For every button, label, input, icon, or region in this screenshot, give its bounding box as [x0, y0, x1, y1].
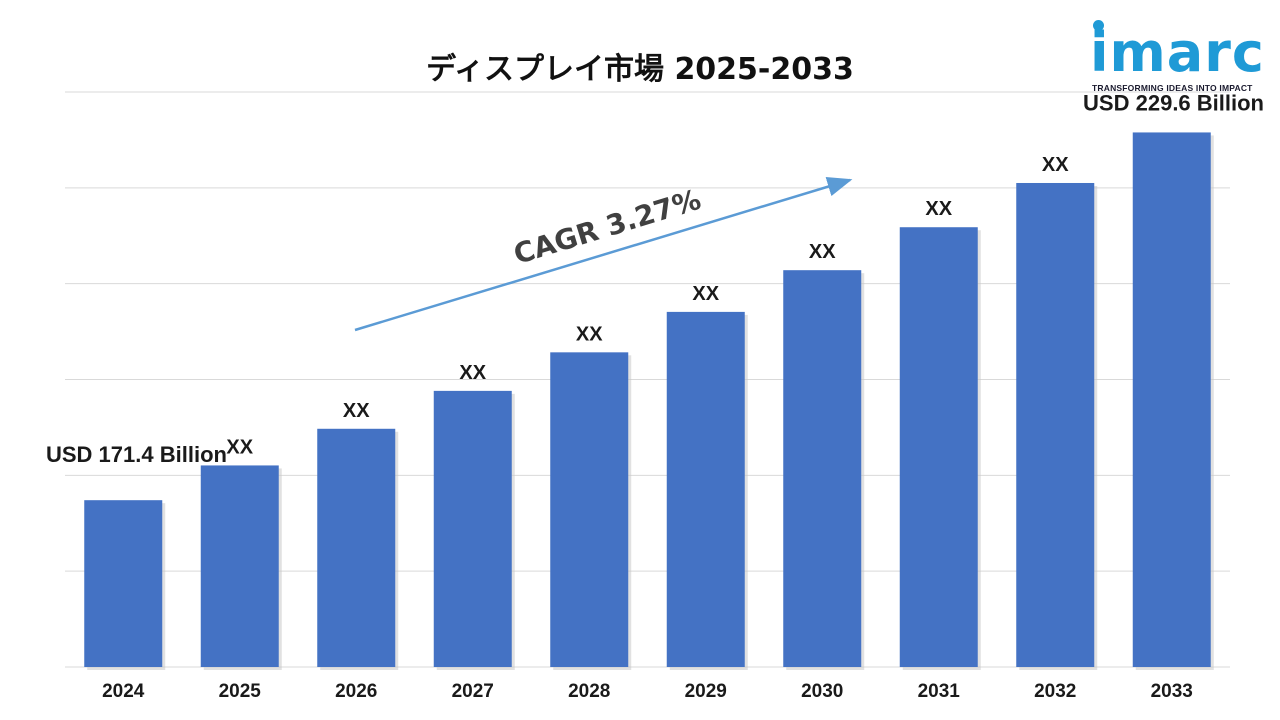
- x-tick-label: 2030: [801, 681, 843, 702]
- bar-2033: [1132, 132, 1211, 667]
- cagr-label: CAGR 3.27%: [510, 183, 705, 271]
- data-label: XX: [1042, 154, 1069, 176]
- bar-2028: [550, 352, 629, 667]
- x-tick-label: 2024: [102, 681, 145, 702]
- data-label: XX: [226, 436, 253, 458]
- logo-tagline: TRANSFORMING IDEAS INTO IMPACT: [1092, 83, 1253, 93]
- x-tick-label: 2031: [918, 681, 961, 702]
- bar-2031: [899, 227, 978, 667]
- bar-2029: [666, 311, 745, 667]
- data-label: USD 171.4 Billion: [46, 442, 227, 467]
- x-tick-label: 2026: [335, 681, 377, 702]
- x-tick-label: 2029: [685, 681, 727, 702]
- bar-2030: [783, 270, 862, 667]
- x-tick-label: 2032: [1034, 681, 1076, 702]
- imarc-logo: imarc TRANSFORMING IDEAS INTO IMPACT: [1088, 18, 1268, 98]
- data-label: XX: [576, 323, 603, 345]
- bars: [84, 132, 1214, 670]
- data-label: XX: [343, 400, 370, 422]
- data-label: XX: [692, 283, 719, 305]
- chart-title: ディスプレイ市場 2025-2033: [426, 52, 854, 87]
- x-tick-labels: 2024 2025 2026 2027 2028 2029 2030 2031 2032 2033: [102, 681, 1193, 702]
- cagr-annotation: CAGR 3.27%: [354, 176, 853, 332]
- x-tick-label: 2027: [452, 681, 494, 702]
- bar-2024: [84, 500, 163, 667]
- bar-2025: [200, 465, 279, 667]
- x-tick-label: 2025: [219, 681, 262, 702]
- x-tick-label: 2033: [1151, 681, 1193, 702]
- bar-2027: [433, 390, 512, 667]
- logo-wordmark: imarc: [1090, 21, 1265, 84]
- data-label: XX: [459, 362, 486, 384]
- x-tick-label: 2028: [568, 681, 610, 702]
- bar-2026: [317, 428, 396, 667]
- data-label: XX: [925, 198, 952, 220]
- logo-dot-icon: [1093, 20, 1104, 31]
- bar-2032: [1016, 182, 1095, 667]
- cagr-arrow: [354, 176, 853, 332]
- data-label: USD 229.6 Billion: [1083, 90, 1264, 115]
- data-label: XX: [809, 241, 836, 263]
